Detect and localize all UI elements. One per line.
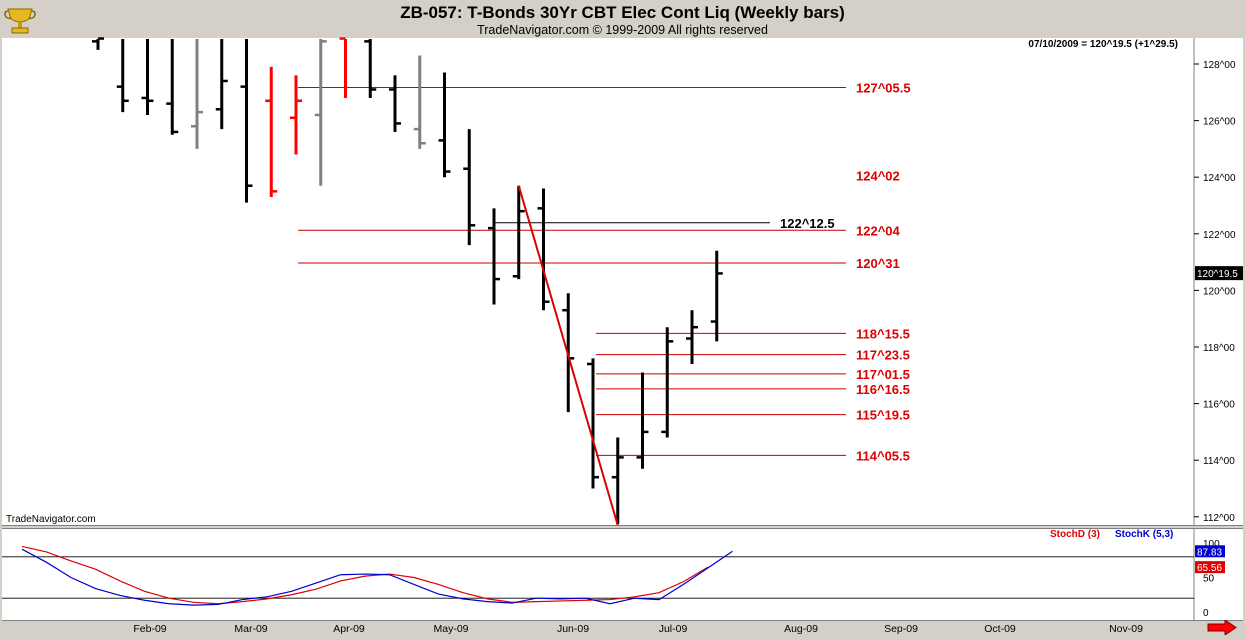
level-label: 120^31 [856,256,900,271]
x-axis-tick-label: Jul-09 [659,623,688,635]
stoch-legend-entry: StochD (3) [1050,529,1100,540]
stoch-legend-entry: StochK (5,3) [1115,529,1173,540]
copyright-text: TradeNavigator.com © 1999-2009 All right… [477,23,768,37]
price-panel-background [2,38,1194,525]
level-label: 117^23.5 [856,348,910,363]
y-axis-tick-label: 124^00 [1203,173,1236,184]
level-label: 122^12.5 [780,216,835,231]
chart-title: ZB-057: T-Bonds 30Yr CBT Elec Cont Liq (… [400,3,845,22]
stoch-value-box [1195,561,1225,574]
y-axis-tick-label: 126^00 [1203,117,1236,128]
y-axis-tick-label: 128^00 [1203,60,1236,71]
stoch-axis-tick-label: 50 [1203,574,1215,585]
y-axis-tick-label: 112^00 [1203,513,1235,524]
y-axis-tick-label: 116^00 [1203,400,1235,411]
stoch-axis-background [1194,529,1243,620]
y-axis-tick-label: 122^00 [1203,230,1236,241]
price-axis-background [1194,38,1243,525]
stoch-axis-tick-label: 0 [1203,608,1209,619]
x-axis-tick-label: Feb-09 [133,623,166,635]
x-axis-tick-label: Apr-09 [333,623,365,635]
trendline [517,185,619,526]
trophy-logo-icon [4,8,36,34]
chart-header: ZB-057: T-Bonds 30Yr CBT Elec Cont Liq (… [0,0,1245,38]
level-label: 114^05.5 [856,448,910,463]
stoch-value-box [1195,545,1225,558]
level-label: 117^01.5 [856,367,910,382]
level-label: 116^16.5 [856,382,910,397]
x-axis-tick-label: Aug-09 [784,623,818,635]
y-axis-tick-label: 114^00 [1203,456,1235,467]
level-label: 115^19.5 [856,408,910,423]
x-axis-tick-label: Nov-09 [1109,623,1143,635]
stoch-series-line [21,548,733,606]
x-axis-tick-label: Sep-09 [884,623,918,635]
stoch-value-label: 87.83 [1197,547,1222,558]
next-chart-arrow-icon[interactable] [1207,620,1237,635]
level-label: 124^02 [856,169,900,184]
y-axis-tick-label: 118^00 [1203,343,1235,354]
level-label: 122^04 [856,223,901,238]
last-value-readout: 07/10/2009 = 120^19.5 (+1^29.5) [1028,39,1178,50]
x-axis-tick-label: Mar-09 [234,623,267,635]
stoch-panel-background [2,529,1194,620]
current-price-box [1195,266,1243,281]
x-axis-tick-label: Oct-09 [984,623,1016,635]
x-axis-tick-label: May-09 [433,623,468,635]
level-label: 118^15.5 [856,326,910,341]
x-axis-tick-label: Jun-09 [557,623,589,635]
stoch-value-label: 65.56 [1197,563,1222,574]
current-price-label: 120^19.5 [1197,269,1238,280]
y-axis-tick-label: 120^00 [1203,286,1236,297]
stoch-axis-tick-label: 100 [1203,539,1220,550]
tradenavigator-watermark: TradeNavigator.com [6,514,96,525]
level-label: 127^05.5 [856,80,911,95]
